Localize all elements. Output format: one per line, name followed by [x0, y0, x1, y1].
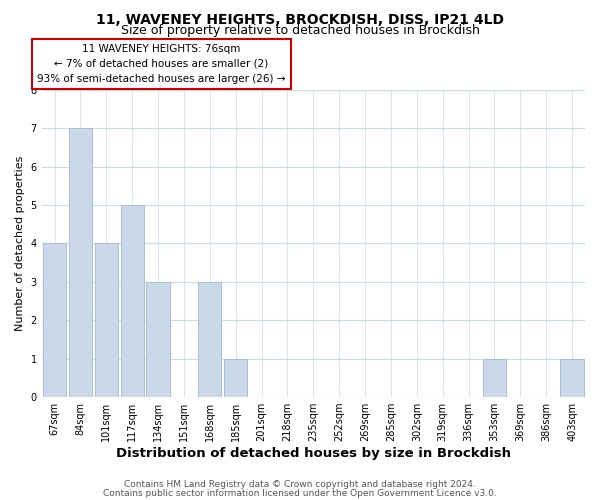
Bar	[224, 358, 247, 397]
X-axis label: Distribution of detached houses by size in Brockdish: Distribution of detached houses by size …	[116, 447, 511, 460]
Y-axis label: Number of detached properties: Number of detached properties	[15, 156, 25, 331]
Bar	[560, 358, 584, 397]
Bar	[121, 205, 144, 397]
Bar	[69, 128, 92, 397]
Text: Size of property relative to detached houses in Brockdish: Size of property relative to detached ho…	[121, 24, 479, 37]
Bar	[43, 244, 66, 397]
Bar	[198, 282, 221, 397]
Text: 11, WAVENEY HEIGHTS, BROCKDISH, DISS, IP21 4LD: 11, WAVENEY HEIGHTS, BROCKDISH, DISS, IP…	[96, 12, 504, 26]
Text: Contains public sector information licensed under the Open Government Licence v3: Contains public sector information licen…	[103, 488, 497, 498]
Text: 11 WAVENEY HEIGHTS: 76sqm
← 7% of detached houses are smaller (2)
93% of semi-de: 11 WAVENEY HEIGHTS: 76sqm ← 7% of detach…	[37, 44, 286, 84]
Bar	[146, 282, 170, 397]
Text: Contains HM Land Registry data © Crown copyright and database right 2024.: Contains HM Land Registry data © Crown c…	[124, 480, 476, 489]
Bar	[95, 244, 118, 397]
Bar	[483, 358, 506, 397]
